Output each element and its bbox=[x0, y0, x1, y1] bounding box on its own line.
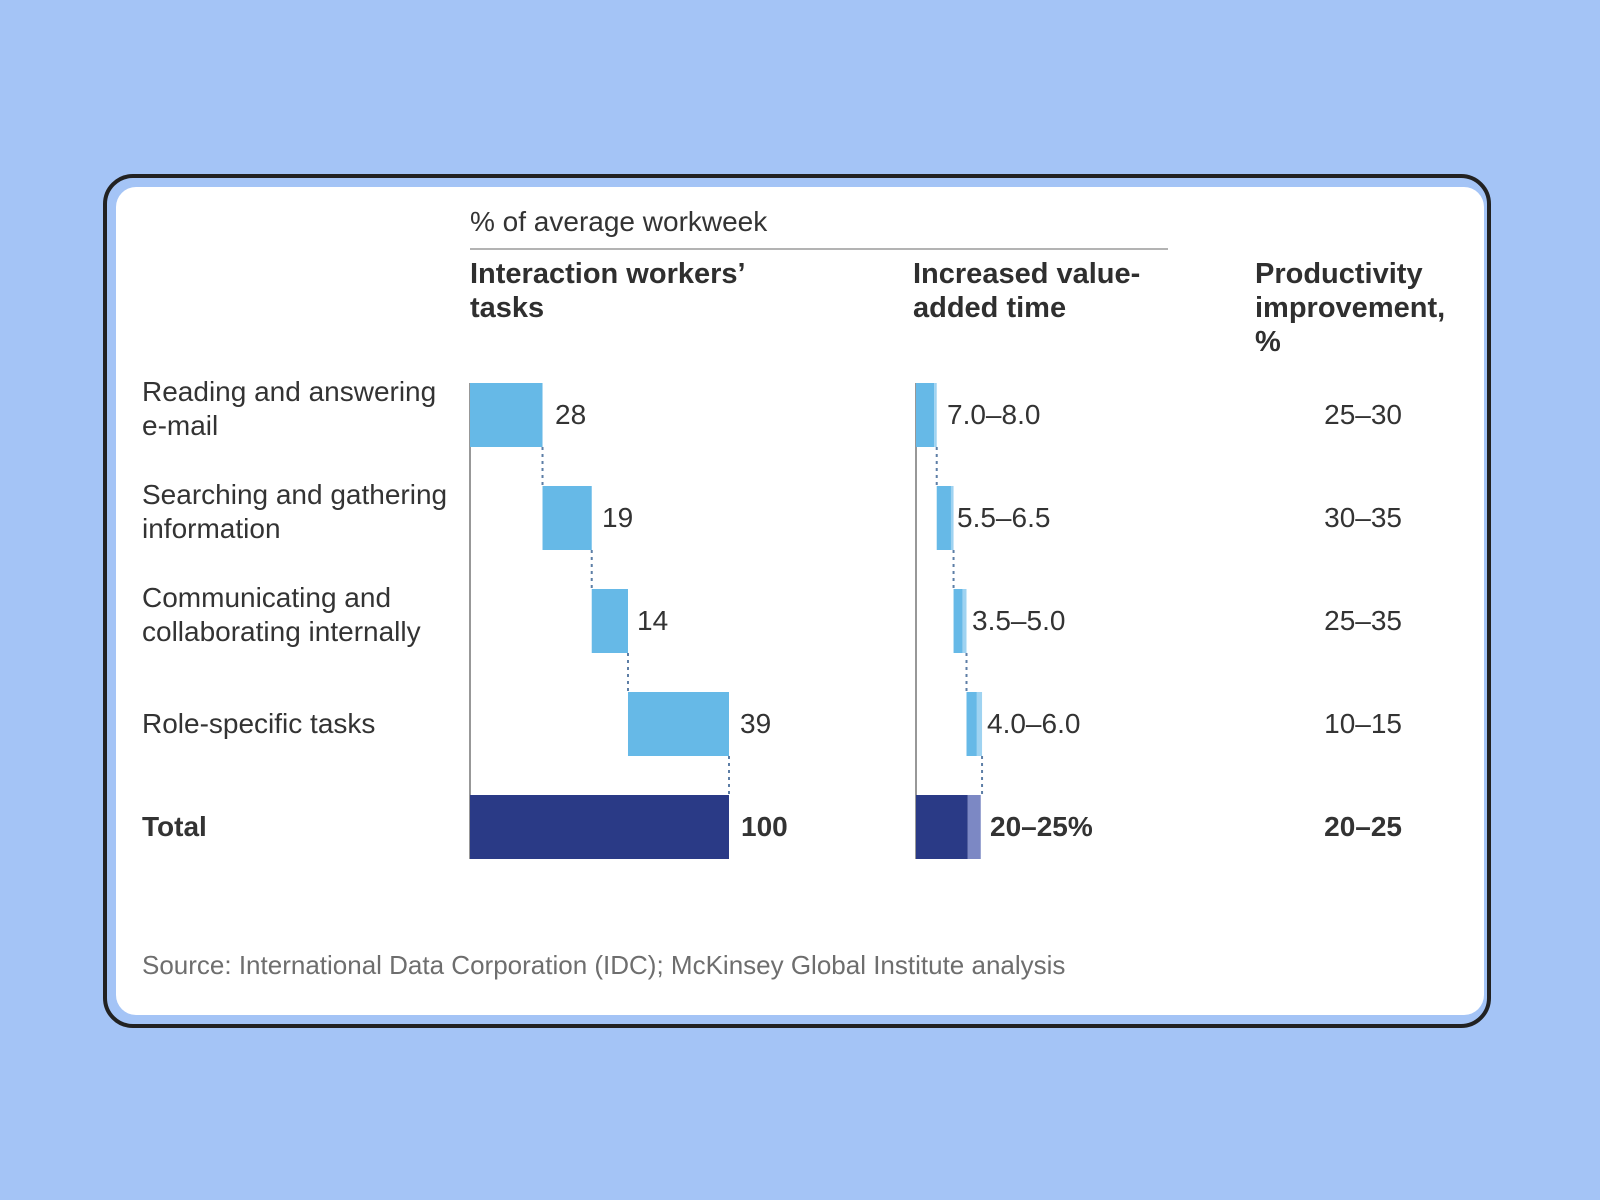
row-label-searching: Searching and gathering information bbox=[142, 479, 448, 544]
value-added-range-bar-total bbox=[967, 795, 981, 859]
super-header-rule bbox=[470, 248, 1168, 250]
value-added-bar-3 bbox=[966, 692, 977, 756]
value-added-range-bar-2 bbox=[962, 589, 967, 653]
row-label-communicating: Communicating and collaborating internal… bbox=[142, 582, 421, 647]
productivity-searching: 30–35 bbox=[1324, 502, 1402, 533]
value-added-label-communicating: 3.5–5.0 bbox=[972, 605, 1066, 636]
productivity-email: 25–30 bbox=[1324, 399, 1402, 430]
tasks-bar-3 bbox=[627, 692, 729, 756]
productivity-communicating: 25–35 bbox=[1324, 605, 1402, 636]
tasks-bar-total bbox=[470, 795, 729, 859]
column-header-tasks: Interaction workers’ tasks bbox=[470, 258, 744, 324]
tasks-value-email: 28 bbox=[555, 399, 587, 430]
value-added-label-total: 20–25% bbox=[990, 811, 1093, 842]
productivity-role-specific: 10–15 bbox=[1324, 708, 1402, 739]
tasks-value-communicating: 14 bbox=[637, 605, 669, 636]
value-added-label-email: 7.0–8.0 bbox=[947, 399, 1041, 430]
value-added-range-bar-0 bbox=[934, 383, 937, 447]
value-added-range-bar-3 bbox=[976, 692, 983, 756]
column-header-value-added: Increased value-added time bbox=[913, 258, 1141, 324]
value-added-range-bar-1 bbox=[950, 486, 954, 550]
productivity-total: 20–25 bbox=[1324, 811, 1402, 842]
tasks-bar-2 bbox=[591, 589, 628, 653]
value-added-bar-1 bbox=[936, 486, 951, 550]
tasks-value-searching: 19 bbox=[602, 502, 634, 533]
row-label-email: Reading and answering e-mail bbox=[142, 376, 437, 441]
tasks-bar-0 bbox=[470, 383, 543, 447]
value-added-bar-total bbox=[916, 795, 968, 859]
source-note: Source: International Data Corporation (… bbox=[142, 950, 1066, 980]
value-added-bar-2 bbox=[953, 589, 963, 653]
chart-card bbox=[116, 187, 1484, 1015]
value-added-bar-0 bbox=[916, 383, 935, 447]
row-label-total: Total bbox=[142, 811, 207, 842]
row-label-role-specific: Role-specific tasks bbox=[142, 708, 376, 739]
tasks-value-total: 100 bbox=[741, 811, 788, 842]
column-header-productivity: Productivity improvement, % bbox=[1255, 258, 1446, 358]
tasks-bar-1 bbox=[542, 486, 592, 550]
value-added-label-role-specific: 4.0–6.0 bbox=[987, 708, 1081, 739]
tasks-value-role-specific: 39 bbox=[740, 708, 772, 739]
value-added-label-searching: 5.5–6.5 bbox=[957, 502, 1051, 533]
super-header: % of average workweek bbox=[470, 206, 768, 237]
